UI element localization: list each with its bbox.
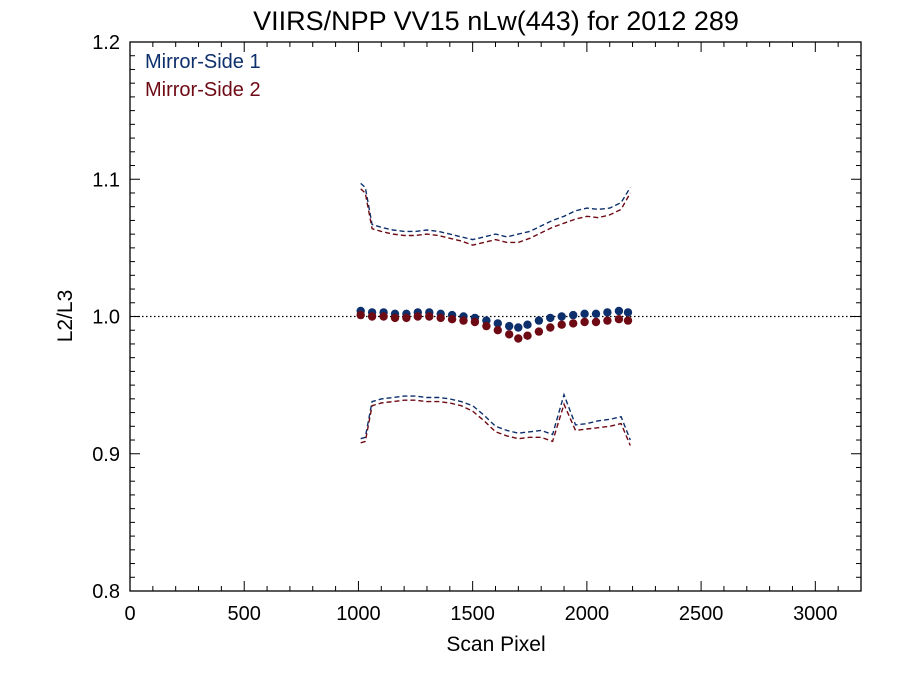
- series-1-point: [534, 316, 544, 325]
- chart-title: VIIRS/NPP VV15 nLw(443) for 2012 289: [253, 6, 739, 36]
- x-tick-label: 3000: [793, 603, 838, 625]
- series-1-point: [580, 309, 589, 318]
- series-1-point: [614, 306, 624, 316]
- points-layer: [356, 306, 633, 343]
- series-2-point: [379, 312, 388, 321]
- series-2-point: [569, 319, 578, 328]
- series-2-point: [514, 334, 523, 343]
- y-tick-label: 0.9: [92, 444, 120, 466]
- series-2-point: [534, 327, 544, 336]
- series-1-point: [591, 309, 601, 318]
- series-2-point: [614, 315, 624, 324]
- legend-entry-mirror-side-2: Mirror-Side 2: [145, 79, 261, 101]
- series-2-point: [546, 323, 555, 332]
- series-2-point: [557, 320, 566, 329]
- series-2-upper-bound: [360, 188, 631, 246]
- y-tick-label: 1.2: [92, 32, 120, 54]
- series-1-point: [623, 308, 633, 317]
- series-2-point: [470, 317, 480, 327]
- series-1-point: [557, 312, 566, 321]
- ticks-layer: [129, 41, 862, 592]
- series-2-point: [413, 312, 422, 321]
- series-2-point: [425, 312, 434, 321]
- series-2-point: [436, 313, 445, 323]
- bounds-layer: [360, 182, 631, 446]
- series-2-point: [603, 316, 612, 325]
- series-1-point: [493, 319, 502, 328]
- tick-labels-layer: 0 500 1000 1500 2000 2500 3000 0.8 0.9 1.0 1.1 1.2: [92, 32, 837, 625]
- x-tick-label: 1000: [336, 603, 381, 625]
- legend-entry-mirror-side-1: Mirror-Side 1: [145, 51, 261, 73]
- series-1-point: [523, 320, 532, 329]
- series-1-point: [546, 313, 555, 323]
- x-tick-label: 2000: [565, 603, 610, 625]
- x-tick-label: 500: [228, 603, 261, 625]
- series-2-point: [591, 317, 601, 327]
- series-2-point: [580, 317, 589, 327]
- y-tick-label: 1.0: [92, 307, 120, 329]
- series-1-point: [505, 321, 514, 331]
- x-tick-label: 0: [124, 603, 135, 625]
- y-axis-label: L2/L3: [54, 290, 77, 343]
- series-2-point: [623, 316, 633, 325]
- x-tick-label: 2500: [679, 603, 724, 625]
- series-1-point: [569, 310, 578, 320]
- series-1-point: [603, 308, 612, 317]
- series-2-point: [390, 313, 400, 323]
- series-1-lower-bound: [360, 392, 631, 441]
- series-2-point: [447, 315, 457, 324]
- x-tick-label: 1500: [450, 603, 495, 625]
- y-tick-label: 1.1: [92, 169, 120, 191]
- series-2-point: [402, 313, 411, 323]
- x-axis-label: Scan Pixel: [446, 633, 545, 656]
- series-2-point: [356, 310, 365, 320]
- series-2-point: [367, 312, 377, 321]
- series-2-point: [493, 326, 502, 335]
- series-2-point: [482, 321, 491, 331]
- y-tick-label: 0.8: [92, 581, 120, 603]
- series-1-upper-bound: [360, 182, 631, 241]
- series-2-point: [523, 331, 532, 340]
- series-2-lower-bound: [360, 399, 631, 446]
- series-2-point: [505, 330, 514, 339]
- series-2-point: [459, 316, 468, 325]
- series-1-point: [514, 323, 523, 332]
